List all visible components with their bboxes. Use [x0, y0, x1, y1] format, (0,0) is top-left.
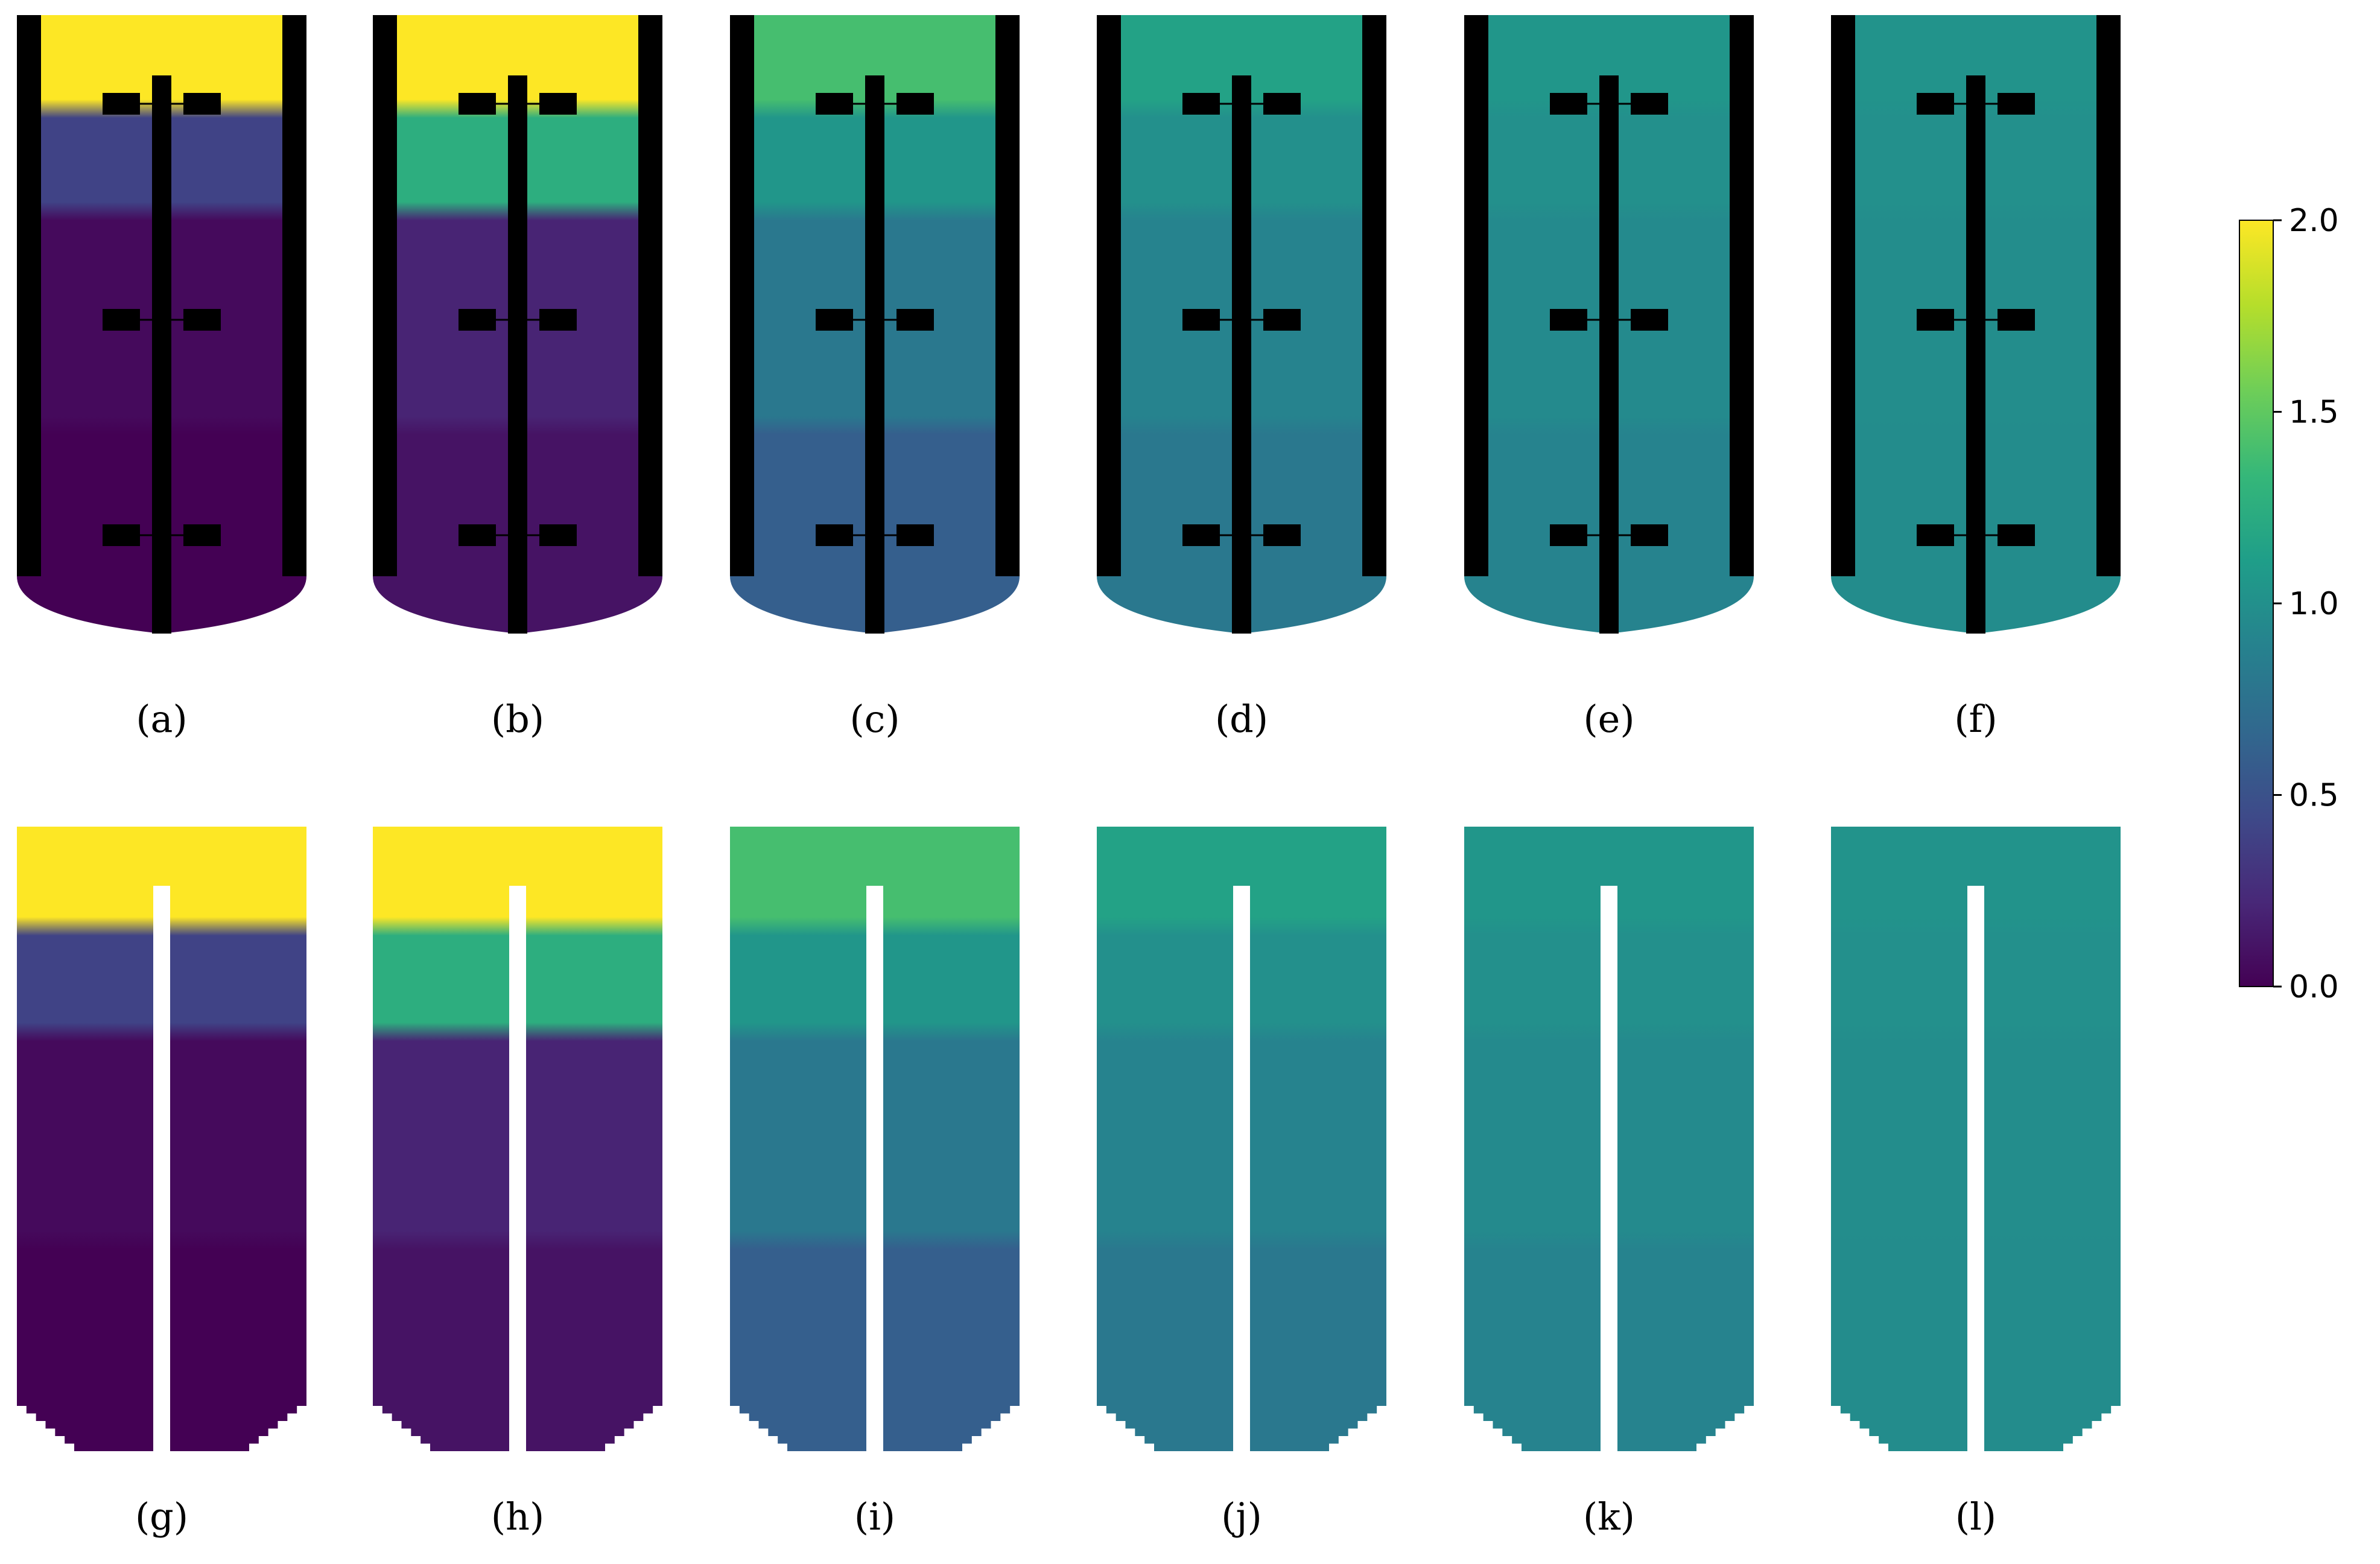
impeller-blade-left — [816, 524, 853, 546]
impeller-blade-right — [1263, 524, 1301, 546]
impeller-blade-left — [816, 309, 853, 331]
panel-label-d: (d) — [1215, 697, 1268, 741]
panel-label-e: (e) — [1583, 697, 1634, 741]
panel-label-f: (f) — [1954, 697, 1997, 741]
impeller-blade-right — [1631, 309, 1668, 331]
impeller-blade-right — [1631, 524, 1668, 546]
impeller-blade-left — [459, 524, 496, 546]
impeller-shaft — [508, 75, 527, 634]
right-baffle — [1730, 15, 1754, 576]
shaft-gap — [1967, 886, 1984, 1454]
panel-grid: (a) (b) (c) (d) (e) (f) (g) (h) (i) (j) (k) (l) — [17, 15, 2121, 1539]
impeller-blade-left — [459, 93, 496, 115]
impeller-shaft — [1599, 75, 1619, 634]
impeller-blade-right — [1263, 93, 1301, 115]
panel-label-b: (b) — [491, 697, 544, 741]
impeller-blade-right — [539, 524, 577, 546]
panel-d — [1097, 15, 1386, 634]
panel-label-h: (h) — [491, 1495, 544, 1539]
shaft-gap — [153, 886, 170, 1454]
impeller-blade-left — [816, 93, 853, 115]
right-baffle — [995, 15, 1020, 576]
impeller-blade-right — [1631, 93, 1668, 115]
impeller-blade-left — [1550, 93, 1587, 115]
impeller-blade-left — [1917, 93, 1954, 115]
colorbar-tick-label: 0.5 — [2289, 778, 2339, 814]
colorbar-tick-label: 1.0 — [2289, 586, 2339, 622]
panel-label-g: (g) — [135, 1495, 188, 1539]
shaft-gap — [866, 886, 883, 1454]
impeller-blade-right — [896, 524, 934, 546]
left-baffle — [730, 15, 754, 576]
panel-label-k: (k) — [1583, 1495, 1635, 1539]
panel-label-c: (c) — [849, 697, 900, 741]
panel-k — [1464, 827, 1754, 1454]
impeller-blade-right — [1998, 524, 2035, 546]
shaft-gap — [1601, 886, 1617, 1454]
right-baffle — [282, 15, 306, 576]
shaft-gap — [1233, 886, 1250, 1454]
panel-b — [373, 15, 662, 634]
impeller-blade-left — [459, 309, 496, 331]
shaft-gap — [509, 886, 526, 1454]
panel-h — [373, 827, 662, 1454]
impeller-blade-left — [1917, 524, 1954, 546]
panel-g — [17, 827, 306, 1454]
impeller-blade-left — [1182, 309, 1220, 331]
panel-f — [1831, 15, 2121, 634]
panel-c — [730, 15, 1020, 634]
impeller-shaft — [1966, 75, 1985, 634]
right-baffle — [638, 15, 662, 576]
impeller-shaft — [152, 75, 171, 634]
panel-a — [17, 15, 306, 634]
impeller-blade-left — [103, 309, 140, 331]
impeller-blade-right — [1998, 93, 2035, 115]
left-baffle — [17, 15, 41, 576]
colorbar-tick-label: 2.0 — [2289, 203, 2339, 239]
right-baffle — [2096, 15, 2121, 576]
impeller-blade-left — [1917, 309, 1954, 331]
impeller-blade-left — [1182, 93, 1220, 115]
panel-label-i: (i) — [854, 1495, 895, 1539]
impeller-shaft — [1232, 75, 1251, 634]
panel-label-l: (l) — [1955, 1495, 1996, 1539]
impeller-blade-right — [1998, 309, 2035, 331]
right-baffle — [1362, 15, 1386, 576]
impeller-blade-right — [539, 93, 577, 115]
panel-label-a: (a) — [136, 697, 187, 741]
impeller-blade-right — [539, 309, 577, 331]
impeller-blade-left — [103, 93, 140, 115]
left-baffle — [1464, 15, 1488, 576]
impeller-blade-right — [183, 524, 221, 546]
colorbar-ramp — [2239, 220, 2274, 987]
impeller-blade-right — [183, 309, 221, 331]
colorbar-tick-label: 0.0 — [2289, 969, 2339, 1005]
panel-label-j: (j) — [1221, 1495, 1262, 1539]
impeller-blade-left — [1550, 309, 1587, 331]
left-baffle — [373, 15, 397, 576]
impeller-blade-right — [896, 93, 934, 115]
impeller-shaft — [865, 75, 884, 634]
colorbar-tick-label: 1.5 — [2289, 395, 2339, 431]
panel-i — [730, 827, 1020, 1454]
impeller-blade-left — [103, 524, 140, 546]
impeller-blade-right — [896, 309, 934, 331]
left-baffle — [1831, 15, 1855, 576]
impeller-blade-right — [1263, 309, 1301, 331]
impeller-blade-right — [183, 93, 221, 115]
panel-l — [1831, 827, 2121, 1454]
colorbar: 0.0 0.5 1.0 1.5 2.0 — [2239, 203, 2339, 1005]
left-baffle — [1097, 15, 1121, 576]
impeller-blade-left — [1550, 524, 1587, 546]
impeller-blade-left — [1182, 524, 1220, 546]
panel-e — [1464, 15, 1754, 634]
panel-j — [1097, 827, 1386, 1454]
